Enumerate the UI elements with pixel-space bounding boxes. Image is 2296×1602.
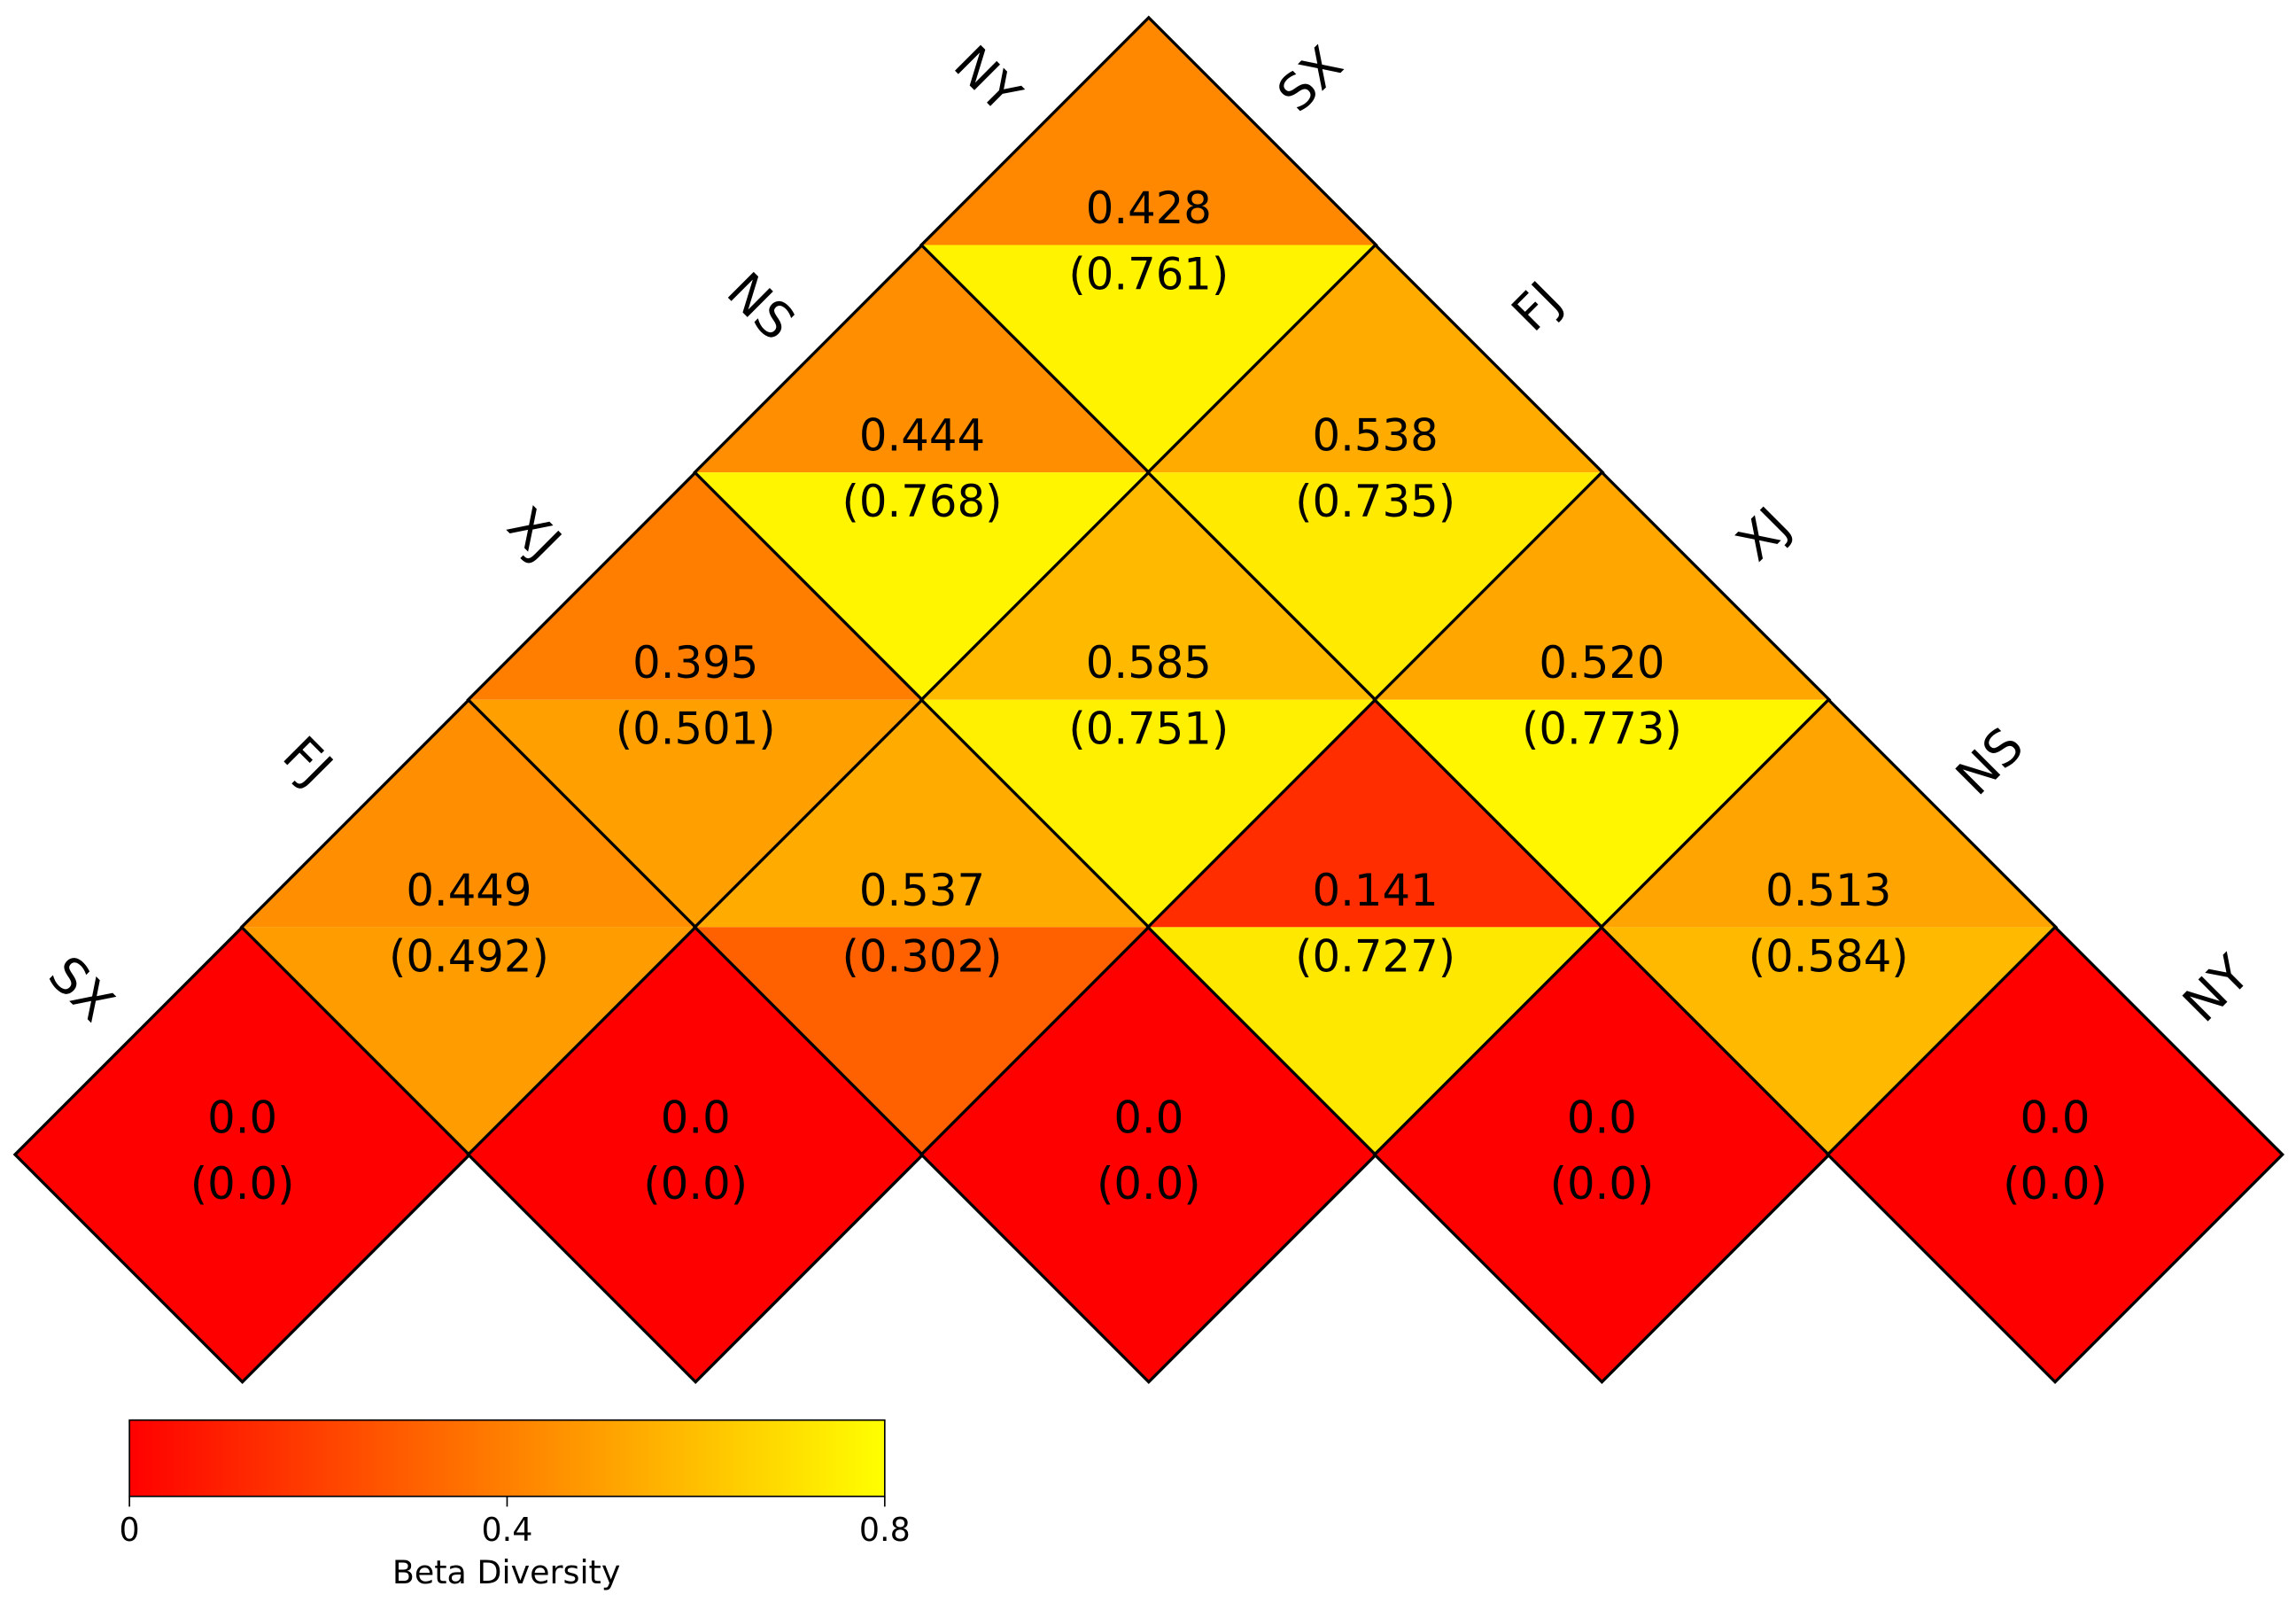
cell-paren-value: (0.0) bbox=[2003, 1158, 2107, 1209]
col-label: SX bbox=[1267, 36, 1354, 123]
cell-value: 0.585 bbox=[1086, 637, 1212, 688]
cell-paren-value: (0.302) bbox=[842, 930, 1003, 982]
cell-value: 0.444 bbox=[859, 410, 985, 462]
cell-upper bbox=[14, 927, 470, 1155]
cell-upper bbox=[921, 927, 1377, 1155]
cell-paren-value: (0.768) bbox=[842, 476, 1003, 527]
cell-upper bbox=[1148, 699, 1603, 928]
col-label: NS bbox=[1945, 717, 2035, 806]
cell-value: 0.520 bbox=[1539, 637, 1664, 688]
row-label: NS bbox=[716, 262, 805, 352]
cell-upper bbox=[921, 17, 1377, 245]
cell-lower bbox=[1148, 927, 1603, 1155]
cell-lower bbox=[1148, 472, 1603, 700]
cell-upper bbox=[241, 699, 697, 928]
cell-lower bbox=[468, 1155, 923, 1382]
cell-lower bbox=[14, 1155, 470, 1382]
colorbar-tick-label: 0.4 bbox=[482, 1511, 533, 1549]
colorbar bbox=[128, 1419, 886, 1497]
cell-upper bbox=[694, 245, 1150, 473]
cell-lower bbox=[468, 699, 923, 928]
col-label: FJ bbox=[1501, 271, 1573, 343]
cell-paren-value: (0.0) bbox=[1550, 1158, 1655, 1209]
cell-paren-value: (0.501) bbox=[616, 704, 776, 755]
cell-value: 0.513 bbox=[1765, 865, 1891, 916]
cell-upper bbox=[468, 472, 923, 700]
cell-lower bbox=[1601, 927, 2056, 1155]
cell-paren-value: (0.735) bbox=[1295, 476, 1455, 527]
cell-lower bbox=[1374, 1155, 1830, 1382]
cell-paren-value: (0.0) bbox=[190, 1158, 295, 1209]
cell-paren-value: (0.727) bbox=[1295, 930, 1455, 982]
cell-paren-value: (0.0) bbox=[1097, 1158, 1201, 1209]
cell-upper bbox=[1374, 927, 1830, 1155]
colorbar-tick-label: 0.8 bbox=[859, 1511, 911, 1549]
col-label: XJ bbox=[1726, 497, 1802, 572]
cell-upper bbox=[468, 927, 923, 1155]
cell-upper bbox=[921, 472, 1377, 700]
cell-upper bbox=[1148, 245, 1603, 473]
cell-lower bbox=[921, 699, 1377, 928]
row-label: XJ bbox=[496, 497, 571, 572]
cell-value: 0.0 bbox=[1113, 1092, 1183, 1143]
cell-paren-value: (0.761) bbox=[1068, 248, 1229, 299]
col-label: NY bbox=[2173, 945, 2261, 1033]
colorbar-tick-label: 0 bbox=[120, 1511, 140, 1549]
cell-value: 0.449 bbox=[406, 865, 531, 916]
colorbar-label: Beta Diversity bbox=[392, 1553, 620, 1591]
cell-upper bbox=[1827, 927, 2283, 1155]
cell-lower bbox=[1374, 699, 1830, 928]
row-label: FJ bbox=[272, 726, 344, 797]
cell-value: 0.395 bbox=[632, 637, 758, 688]
cell-paren-value: (0.751) bbox=[1068, 704, 1229, 755]
cell-lower bbox=[921, 1155, 1377, 1382]
cell-lower bbox=[241, 927, 697, 1155]
cell-upper bbox=[1374, 472, 1830, 700]
cell-value: 0.0 bbox=[2021, 1092, 2090, 1143]
cell-value: 0.0 bbox=[207, 1092, 277, 1143]
cell-value: 0.428 bbox=[1086, 183, 1212, 234]
cell-lower bbox=[921, 245, 1377, 473]
cell-lower bbox=[694, 472, 1150, 700]
cell-value: 0.141 bbox=[1313, 865, 1439, 916]
cell-lower bbox=[694, 927, 1150, 1155]
cell-paren-value: (0.584) bbox=[1749, 930, 1909, 982]
cell-paren-value: (0.0) bbox=[643, 1158, 748, 1209]
cell-value: 0.537 bbox=[859, 865, 985, 916]
cell-value: 0.0 bbox=[661, 1092, 731, 1143]
cell-border bbox=[1826, 925, 2285, 1384]
cell-value: 0.538 bbox=[1313, 410, 1439, 462]
cell-lower bbox=[1827, 1155, 2283, 1382]
cell-paren-value: (0.492) bbox=[389, 930, 549, 982]
row-label: NY bbox=[942, 35, 1031, 124]
cell-value: 0.0 bbox=[1567, 1092, 1637, 1143]
row-label: SX bbox=[37, 945, 124, 1032]
cell-upper bbox=[1601, 699, 2056, 928]
cell-paren-value: (0.773) bbox=[1522, 704, 1682, 755]
cell-upper bbox=[694, 699, 1150, 928]
